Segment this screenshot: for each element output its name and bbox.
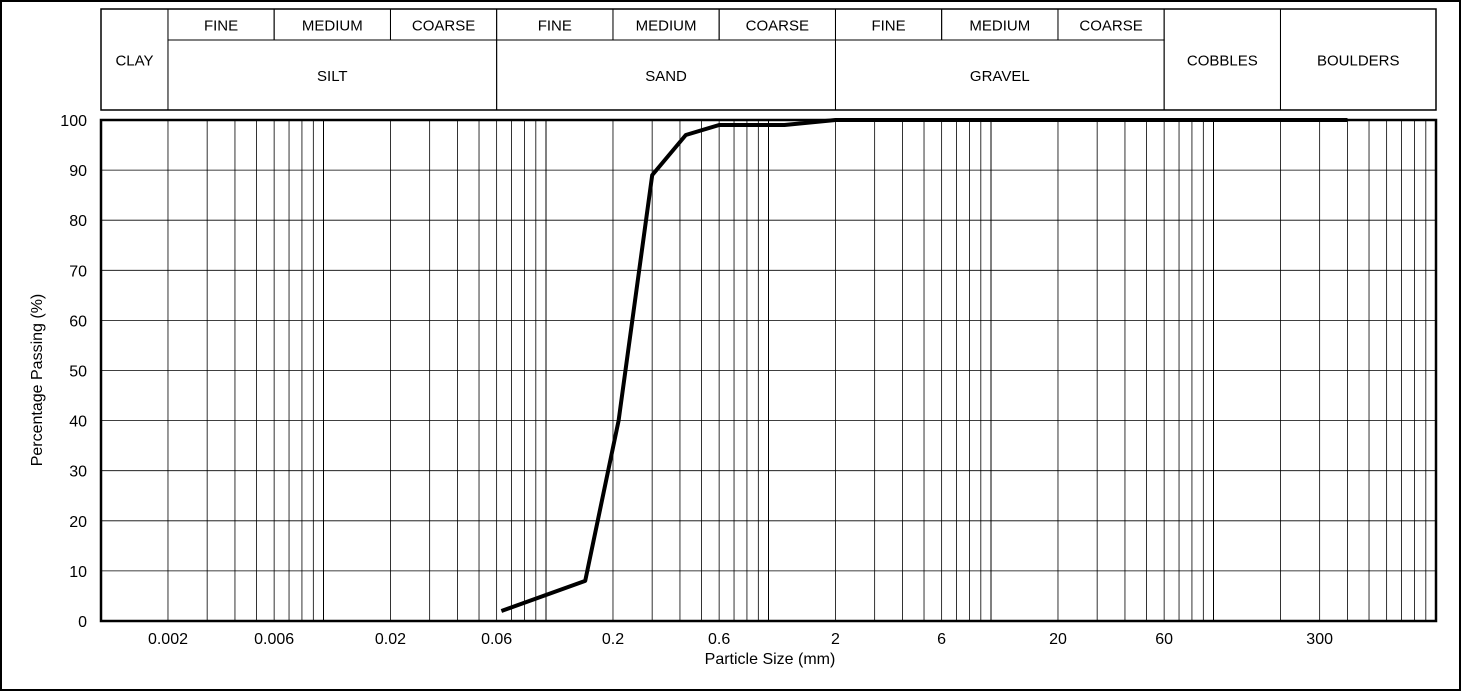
- header-mainlabel: SAND: [645, 68, 687, 85]
- x-tick-label: 0.6: [708, 631, 730, 648]
- y-tick-label: 0: [78, 614, 87, 631]
- y-tick-label: 30: [69, 464, 87, 481]
- x-tick-label: 0.002: [148, 631, 188, 648]
- y-tick-label: 40: [69, 414, 87, 431]
- header-sublabel: COARSE: [1079, 18, 1142, 35]
- header-sublabel: MEDIUM: [302, 18, 363, 35]
- header-sublabel: MEDIUM: [636, 18, 697, 35]
- y-tick-label: 10: [69, 564, 87, 581]
- y-axis-label: Percentage Passing (%): [29, 294, 46, 467]
- header-mainlabel: SILT: [317, 68, 348, 85]
- header-sublabel: COARSE: [746, 18, 809, 35]
- classification-header: CLAY FINE MEDIUM COARSE FINE MEDIUM COARSE FINE…: [101, 9, 1436, 110]
- header-sublabel: COARSE: [412, 18, 475, 35]
- y-tick-label: 70: [69, 263, 87, 280]
- y-tick-label: 50: [69, 364, 87, 381]
- header-mainlabel: GRAVEL: [970, 68, 1030, 85]
- x-tick-label: 2: [831, 631, 840, 648]
- y-tick-label: 20: [69, 514, 87, 531]
- x-tick-label: 60: [1155, 631, 1173, 648]
- y-tick-label: 90: [69, 163, 87, 180]
- x-tick-label: 0.006: [254, 631, 294, 648]
- header-sublabel: COBBLES: [1187, 53, 1258, 70]
- header-sublabel: CLAY: [115, 53, 153, 70]
- x-tick-label: 0.06: [481, 631, 512, 648]
- x-tick-label: 20: [1049, 631, 1067, 648]
- x-tick-label: 300: [1306, 631, 1333, 648]
- header-sublabel: FINE: [538, 18, 572, 35]
- x-tick-label: 0.02: [375, 631, 406, 648]
- x-axis-label: Particle Size (mm): [705, 651, 836, 668]
- y-tick-label: 60: [69, 313, 87, 330]
- y-tick-label: 100: [60, 113, 87, 130]
- y-tick-label: 80: [69, 213, 87, 230]
- header-sublabel: MEDIUM: [969, 18, 1030, 35]
- x-tick-label: 0.2: [602, 631, 624, 648]
- x-tick-label: 6: [937, 631, 946, 648]
- header-sublabel: BOULDERS: [1317, 53, 1400, 70]
- header-sublabel: FINE: [204, 18, 238, 35]
- header-sublabel: FINE: [871, 18, 905, 35]
